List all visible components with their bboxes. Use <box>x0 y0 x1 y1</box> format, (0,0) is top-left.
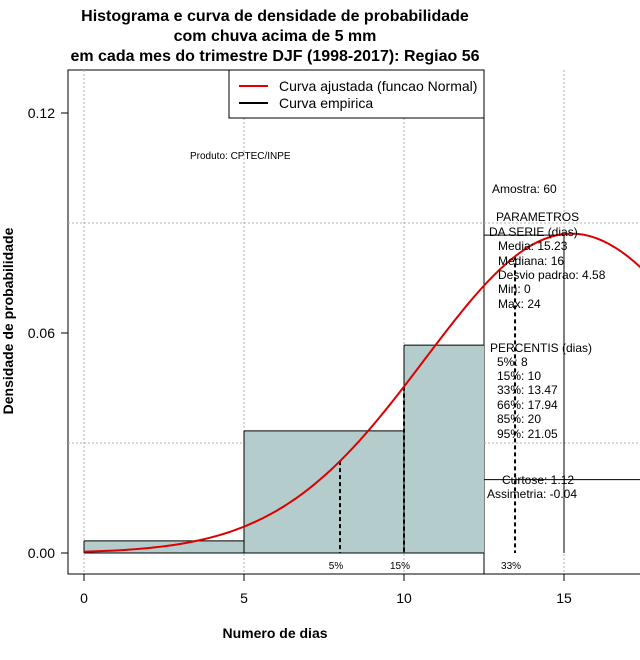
chart-title-line-1: Histograma e curva de densidade de proba… <box>81 8 469 25</box>
legend-empirical-label: Curva empirica <box>279 95 373 111</box>
percentile-label-33: 33% <box>501 561 521 572</box>
legend-fitted-label: Curva ajustada (funcao Normal) <box>279 78 477 94</box>
bars-layer <box>83 234 640 554</box>
param-desvio: Desvio padrao: 4.58 <box>498 268 606 282</box>
x-tick-label-15: 15 <box>556 590 572 606</box>
percentile-layer: 5%15%33%66%85%95% <box>329 256 521 572</box>
x-tick-label-5: 5 <box>240 590 248 606</box>
percentil-33: 33%: 13.47 <box>497 383 558 397</box>
curve-layer <box>83 232 640 553</box>
assimetria-label: Assimetria: -0.04 <box>487 487 577 501</box>
percentil-85: 85%: 20 <box>497 412 541 426</box>
x-tick-label-10: 10 <box>396 590 412 606</box>
legend: Curva ajustada (funcao Normal) Curva emp… <box>228 69 485 119</box>
legend-box <box>228 69 485 119</box>
histogram-bar-1 <box>244 430 404 553</box>
curtose-label: Curtose: 1.12 <box>502 473 574 487</box>
parametros-title-1: PARAMETROS <box>496 210 579 224</box>
chart-title-line-3: em cada mes do trimestre DJF (1998-2017)… <box>70 48 479 65</box>
y-tick-label-1: 0.06 <box>28 325 55 341</box>
parametros-title-2: DA SERIE (dias) <box>489 225 578 239</box>
amostra-label: Amostra: 60 <box>492 182 557 196</box>
percentile-label-15: 15% <box>390 561 410 572</box>
y-axis-title: Densidade de probabilidade <box>0 227 16 414</box>
percentis-title: PERCENTIS (dias) <box>490 341 592 355</box>
ticks-layer: 051015200.000.060.12 <box>28 105 640 606</box>
param-media: Media: 15.23 <box>498 239 568 253</box>
y-tick-label-2: 0.12 <box>28 105 55 121</box>
percentil-15: 15%: 10 <box>497 369 541 383</box>
percentile-label-5: 5% <box>329 561 344 572</box>
histogram-bar-2 <box>404 345 484 553</box>
percentil-5: 5%: 8 <box>497 355 528 369</box>
param-mediana: Mediana: 16 <box>498 254 564 268</box>
x-tick-label-0: 0 <box>80 590 88 606</box>
fitted-normal-curve <box>83 232 640 553</box>
chart-title-line-2: com chuva acima de 5 mm <box>174 28 377 45</box>
percentil-66: 66%: 17.94 <box>497 398 558 412</box>
param-min: Min: 0 <box>498 282 531 296</box>
x-axis-title: Numero de dias <box>222 625 327 641</box>
y-tick-label-0: 0.00 <box>28 545 55 561</box>
produto-label: Produto: CPTEC/INPE <box>190 151 291 162</box>
percentil-95: 95%: 21.05 <box>497 427 558 441</box>
stats-panel: Amostra: 60 PARAMETROS DA SERIE (dias) M… <box>487 182 606 501</box>
param-max: Max: 24 <box>498 297 541 311</box>
